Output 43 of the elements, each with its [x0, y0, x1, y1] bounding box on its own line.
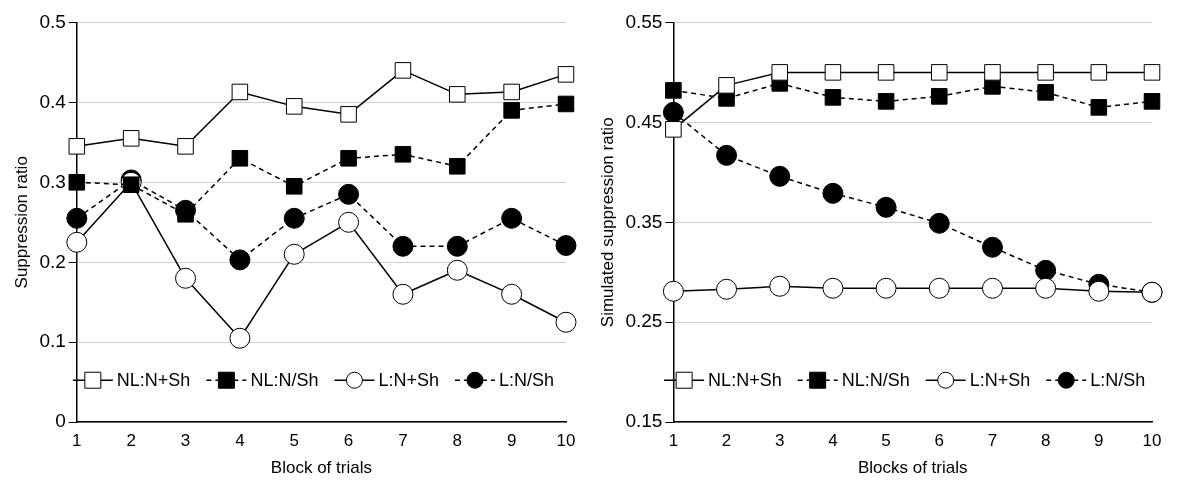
x-tick-label: 8 [1040, 431, 1051, 451]
x-tick-label: 4 [828, 431, 838, 451]
y-axis-title: Suppression ratio [11, 156, 31, 289]
x-tick-label: 1 [668, 431, 679, 451]
y-tick-label: 0.35 [625, 210, 663, 232]
x-tick-label: 1 [72, 431, 82, 451]
legend-label: L:N+Sh [969, 370, 1031, 391]
y-tick-label: 0.3 [39, 170, 66, 192]
x-tick-label: 5 [289, 431, 299, 451]
y-tick-label: 0.2 [39, 250, 66, 272]
y-tick-label: 0.1 [39, 330, 66, 352]
legend-label: NL:N/Sh [841, 370, 910, 391]
x-axis-title: Blocks of trials [857, 458, 968, 478]
x-tick-label: 7 [987, 431, 998, 451]
x-tick-label: 10 [1142, 431, 1162, 451]
y-tick-label: 0.25 [625, 310, 663, 332]
y-tick-label: 0.5 [39, 10, 66, 32]
legend-label: L:N/Sh [498, 370, 554, 391]
x-tick-label: 6 [934, 431, 945, 451]
y-axis-title: Simulated suppression ratio [597, 117, 617, 328]
x-tick-label: 2 [126, 431, 136, 451]
x-axis-title: Block of trials [270, 458, 372, 478]
x-tick-label: 3 [180, 431, 191, 451]
x-tick-label: 2 [721, 431, 732, 451]
y-tick-label: 0 [55, 410, 66, 432]
x-tick-label: 4 [235, 431, 245, 451]
y-tick-label: 0.45 [625, 110, 663, 132]
legend-label: L:N/Sh [1090, 370, 1146, 391]
legend-label: NL:N+Sh [708, 370, 782, 391]
x-tick-label: 8 [452, 431, 463, 451]
y-tick-label: 0.55 [625, 10, 663, 32]
y-tick-label: 0.4 [39, 90, 67, 112]
x-tick-label: 6 [343, 431, 354, 451]
x-tick-label: 3 [775, 431, 785, 451]
x-tick-label: 9 [1094, 431, 1104, 451]
x-tick-label: 9 [506, 431, 517, 451]
legend-label: NL:N+Sh [116, 370, 191, 391]
legend-label: NL:N/Sh [250, 370, 319, 391]
y-tick-label: 0.15 [625, 410, 663, 432]
legend-label: L:N+Sh [378, 370, 439, 391]
x-tick-label: 10 [556, 431, 576, 451]
x-tick-label: 7 [398, 431, 408, 451]
x-tick-label: 5 [881, 431, 891, 451]
